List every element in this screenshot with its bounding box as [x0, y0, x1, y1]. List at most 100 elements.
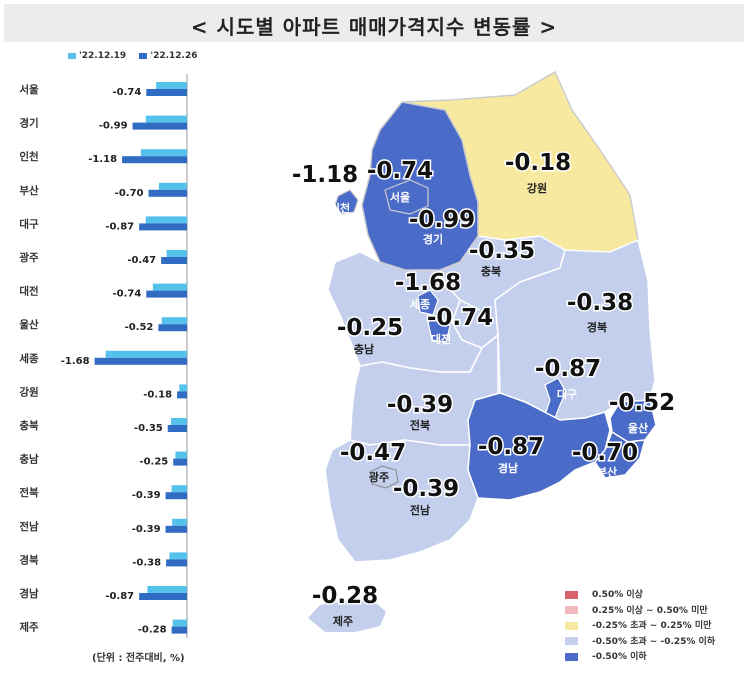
- map-value-label: -1.18: [292, 162, 358, 188]
- map-value-label: -0.25: [337, 315, 403, 341]
- bar-curr: [161, 257, 187, 264]
- map-legend-label: 0.25% 이상 ~ 0.50% 미만: [592, 605, 708, 616]
- legend-swatch-prev: [68, 52, 76, 59]
- data-label: -0.74: [112, 87, 141, 98]
- map-value-label: -0.38: [567, 290, 633, 316]
- bar-prev: [161, 317, 187, 325]
- category-label: 제주: [19, 621, 39, 634]
- bar-chart: 서울 -0.74 경기 -0.99 인천 -1.18 부산 -0.70 대구 -0.87 광주 -0.…: [19, 74, 188, 638]
- data-label: -0.35: [134, 423, 163, 434]
- region-daegu: [544, 377, 567, 419]
- map-region-label: 세종: [410, 297, 430, 311]
- bar-prev: [169, 552, 187, 560]
- bar-prev: [172, 619, 187, 627]
- region-daejeon: [427, 315, 451, 343]
- map-value-label: -0.35: [469, 238, 535, 264]
- map-value-label: -0.39: [387, 392, 453, 418]
- map-region-label: 충남: [354, 342, 374, 356]
- map-value-label: -0.74: [367, 158, 433, 184]
- chart-title: < 시도별 아파트 매매가격지수 변동률 >: [190, 15, 558, 39]
- category-label: 전북: [19, 486, 39, 499]
- bar-prev: [145, 115, 187, 123]
- map-legend-label: -0.25% 초과 ~ 0.25% 미만: [592, 621, 712, 631]
- bar-prev: [175, 451, 187, 459]
- title-bar: < 시도별 아파트 매매가격지수 변동률 >: [4, 4, 744, 42]
- bar-prev: [147, 586, 187, 593]
- data-label: -0.52: [125, 322, 154, 333]
- bar-prev: [145, 216, 187, 224]
- bar-curr: [177, 391, 187, 399]
- bar-curr: [132, 122, 187, 130]
- map-legend-item: -0.50% 초과 ~ -0.25% 이하: [565, 635, 715, 651]
- legend-label-prev: '22.12.19: [79, 51, 127, 61]
- bar-prev: [105, 350, 187, 358]
- map-legend-item: -0.50% 이하: [565, 650, 715, 666]
- category-label: 경기: [19, 117, 38, 130]
- region-jeonnam: [324, 439, 479, 563]
- bar-prev: [179, 384, 187, 392]
- map-region-label: 경기: [423, 232, 443, 246]
- region-jeju: [308, 600, 386, 632]
- category-label: 광주: [19, 252, 39, 264]
- bar-prev: [171, 418, 187, 425]
- map-region-label: 대구: [557, 387, 577, 401]
- region-sejong: [417, 289, 439, 316]
- map-region-label: 충북: [481, 264, 501, 278]
- bar-prev: [166, 250, 187, 257]
- map-value-label: -0.87: [478, 434, 544, 460]
- legend-item-prev: '22.12.19: [68, 51, 126, 61]
- bar-curr: [171, 626, 187, 634]
- category-label: 강원: [19, 385, 38, 398]
- map-legend-label: -0.50% 초과 ~ -0.25% 이하: [592, 636, 716, 647]
- bar-curr: [158, 324, 187, 332]
- data-label: -0.28: [138, 625, 167, 636]
- legend-item-curr: '22.12.26: [139, 51, 197, 61]
- map-legend-item: 0.50% 이상: [565, 588, 715, 604]
- bar-curr: [122, 156, 187, 164]
- data-label: -0.99: [99, 121, 128, 132]
- map-region-label: 전북: [410, 418, 430, 432]
- map-region-label: 대전: [431, 332, 451, 346]
- category-label: 서울: [19, 83, 39, 96]
- bar-curr: [167, 425, 187, 432]
- bar-legend: '22.12.19 '22.12.26: [68, 51, 207, 61]
- map-value-label: -0.74: [427, 305, 493, 331]
- unit-note: (단위 : 전주대비, %): [92, 653, 185, 664]
- map-region-label: 인천: [330, 201, 350, 215]
- bar-prev: [156, 82, 187, 89]
- map-region-label: 경남: [498, 461, 518, 475]
- legend-label-curr: '22.12.26: [150, 51, 198, 61]
- category-label: 세종: [19, 352, 39, 365]
- region-busan: [594, 430, 647, 479]
- map-value-label: -0.52: [609, 390, 675, 416]
- bar-curr: [146, 89, 187, 96]
- map-value-label: -0.87: [535, 356, 601, 382]
- bar-curr: [173, 458, 187, 466]
- category-label: 울산: [19, 318, 39, 331]
- region-incheon: [334, 189, 359, 215]
- category-label: 전남: [19, 520, 39, 533]
- map-region-label: 경북: [587, 320, 607, 334]
- map-value-label: -0.28: [312, 583, 378, 609]
- bar-curr: [165, 492, 187, 500]
- bar-curr: [139, 223, 187, 231]
- data-label: -1.68: [61, 356, 90, 367]
- map-region-label: 전남: [410, 503, 430, 517]
- map-region-label: 울산: [628, 421, 648, 435]
- bar-curr: [94, 357, 187, 365]
- bar-prev: [172, 518, 187, 526]
- map-value-label: -0.99: [409, 207, 475, 233]
- map-legend-swatch: [565, 621, 578, 630]
- legend-swatch-curr: [139, 52, 148, 59]
- data-label: -1.18: [88, 154, 117, 165]
- category-label: 충남: [19, 453, 39, 466]
- region-boundary-lines: [459, 299, 499, 393]
- map-value-label: -1.68: [395, 270, 461, 296]
- bar-prev: [171, 485, 187, 493]
- category-label: 대전: [19, 285, 38, 298]
- category-label: 부산: [19, 184, 39, 197]
- category-label: 경북: [19, 553, 39, 566]
- bar-prev: [140, 149, 187, 157]
- data-label: -0.87: [105, 221, 134, 232]
